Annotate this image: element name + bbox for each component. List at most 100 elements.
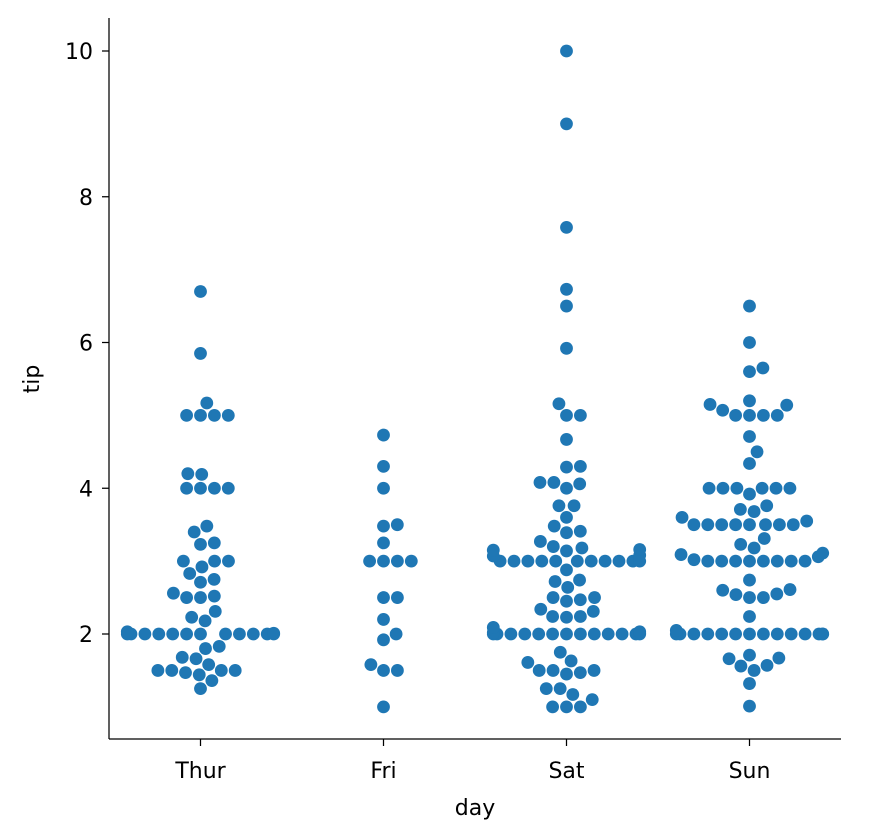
data-point xyxy=(701,627,715,641)
data-point xyxy=(194,591,207,604)
data-point xyxy=(221,481,235,495)
data-point xyxy=(687,518,701,532)
data-point xyxy=(180,408,194,422)
data-point xyxy=(175,650,189,664)
data-point xyxy=(195,468,209,481)
data-point xyxy=(574,408,587,422)
data-point xyxy=(547,476,561,489)
data-point xyxy=(702,481,716,495)
data-point xyxy=(783,583,797,596)
data-point xyxy=(747,541,761,555)
data-point xyxy=(743,677,756,690)
y-tick-label: 10 xyxy=(65,40,93,65)
data-point xyxy=(552,397,566,411)
data-point xyxy=(214,664,228,677)
data-point xyxy=(185,610,199,624)
data-point xyxy=(189,652,203,666)
data-point xyxy=(389,627,403,641)
data-point xyxy=(584,554,598,568)
data-point xyxy=(729,588,743,602)
data-point xyxy=(772,651,786,665)
data-point xyxy=(391,591,404,604)
data-point xyxy=(179,666,192,680)
data-points xyxy=(120,44,830,714)
data-point xyxy=(546,627,559,641)
data-point xyxy=(390,518,404,532)
data-point xyxy=(535,554,549,568)
data-point xyxy=(730,481,744,495)
data-point xyxy=(716,583,730,597)
data-point xyxy=(743,336,756,349)
data-point xyxy=(770,627,784,641)
data-point xyxy=(377,591,390,604)
data-point xyxy=(486,543,500,557)
data-point xyxy=(674,548,688,561)
data-point xyxy=(734,659,748,673)
data-point xyxy=(233,627,246,641)
data-point xyxy=(246,627,260,641)
data-point xyxy=(570,554,584,568)
data-point xyxy=(770,408,784,422)
data-point xyxy=(729,408,742,422)
data-point xyxy=(560,594,573,608)
y-tick-label: 2 xyxy=(79,623,93,648)
data-point xyxy=(199,642,212,655)
data-point xyxy=(786,518,800,532)
data-point xyxy=(601,627,615,641)
y-tick-label: 8 xyxy=(79,186,93,211)
data-point xyxy=(518,627,532,641)
data-point xyxy=(675,511,689,524)
data-point xyxy=(552,499,566,513)
data-point xyxy=(138,627,152,641)
data-point xyxy=(546,610,560,623)
data-point xyxy=(598,554,612,568)
data-point xyxy=(757,554,770,568)
data-point xyxy=(152,627,166,641)
data-point xyxy=(573,593,587,607)
data-point xyxy=(560,408,573,422)
data-point xyxy=(560,511,573,524)
data-point xyxy=(180,591,194,604)
data-point xyxy=(564,654,578,668)
data-point xyxy=(715,518,729,532)
data-point xyxy=(560,460,573,474)
data-point xyxy=(743,408,756,422)
data-point xyxy=(733,502,747,516)
data-point xyxy=(587,664,601,677)
data-point xyxy=(586,605,600,618)
data-point xyxy=(816,627,830,641)
data-point xyxy=(770,554,784,568)
data-point xyxy=(208,408,221,422)
y-tick-label: 6 xyxy=(79,332,93,357)
data-point xyxy=(202,658,216,672)
data-point xyxy=(208,481,221,495)
data-point xyxy=(547,519,561,533)
data-point xyxy=(560,481,573,495)
data-point xyxy=(194,285,207,298)
data-point xyxy=(364,658,378,672)
data-point xyxy=(743,627,756,641)
data-point xyxy=(208,605,222,618)
data-point xyxy=(176,554,190,568)
data-point xyxy=(743,554,756,568)
data-point xyxy=(772,518,786,532)
data-point xyxy=(521,656,535,669)
data-point xyxy=(222,554,235,568)
data-point xyxy=(546,540,560,553)
data-point xyxy=(743,487,756,501)
data-point xyxy=(183,567,197,580)
data-point xyxy=(722,652,736,666)
data-point xyxy=(784,627,798,641)
data-point xyxy=(573,477,587,491)
data-point xyxy=(747,664,761,677)
data-point xyxy=(207,572,221,586)
data-point xyxy=(507,554,521,568)
data-point xyxy=(633,543,647,556)
data-point xyxy=(560,563,573,577)
data-point xyxy=(703,398,717,411)
x-tick-label: Thur xyxy=(174,759,226,784)
data-point xyxy=(566,688,580,701)
data-point xyxy=(377,536,390,550)
data-point xyxy=(546,700,559,714)
data-point xyxy=(755,481,769,495)
